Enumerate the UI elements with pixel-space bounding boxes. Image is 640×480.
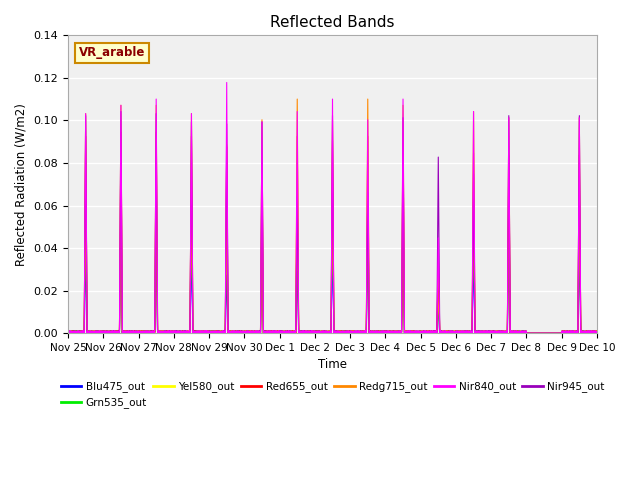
Nir945_out xyxy=(571,329,579,335)
Blu475_out xyxy=(523,330,531,336)
Nir840_out xyxy=(523,330,531,336)
Red655_out xyxy=(466,330,474,336)
Redg715_out xyxy=(64,329,72,335)
Yel580_out xyxy=(466,328,474,334)
Blu475_out xyxy=(571,329,579,335)
Blu475_out xyxy=(564,330,572,336)
Red655_out xyxy=(564,329,572,335)
Line: Redg715_out: Redg715_out xyxy=(68,99,597,333)
Redg715_out xyxy=(571,329,579,335)
Blu475_out xyxy=(314,330,322,336)
Redg715_out xyxy=(314,330,322,336)
Red655_out xyxy=(314,329,322,335)
Nir945_out xyxy=(466,329,474,335)
Grn535_out xyxy=(117,190,125,195)
Grn535_out xyxy=(523,330,531,336)
Grn535_out xyxy=(593,330,601,336)
Line: Yel580_out: Yel580_out xyxy=(68,192,597,333)
Redg715_out xyxy=(593,328,601,334)
Nir945_out xyxy=(117,108,125,114)
Grn535_out xyxy=(64,329,72,335)
Nir840_out xyxy=(451,329,458,335)
Redg715_out xyxy=(466,330,474,336)
Red655_out xyxy=(117,129,125,135)
Grn535_out xyxy=(564,330,572,336)
Nir945_out xyxy=(451,330,458,336)
Yel580_out xyxy=(564,329,572,335)
Line: Blu475_out: Blu475_out xyxy=(68,250,597,333)
Nir840_out xyxy=(571,329,579,335)
Blu475_out xyxy=(593,330,601,336)
Text: VR_arable: VR_arable xyxy=(79,46,145,59)
Title: Reflected Bands: Reflected Bands xyxy=(270,15,395,30)
Redg715_out xyxy=(564,328,572,334)
Nir840_out xyxy=(314,330,322,336)
Redg715_out xyxy=(451,330,458,336)
Yel580_out xyxy=(64,329,72,335)
Blu475_out xyxy=(244,329,252,335)
Blu475_out xyxy=(466,328,474,334)
Grn535_out xyxy=(466,330,474,336)
Blu475_out xyxy=(64,329,72,335)
Blu475_out xyxy=(451,330,458,336)
Nir945_out xyxy=(593,330,601,336)
Nir945_out xyxy=(564,330,572,336)
Yel580_out xyxy=(451,329,458,335)
Redg715_out xyxy=(244,330,252,336)
Nir945_out xyxy=(244,330,252,336)
Yel580_out xyxy=(523,330,531,336)
Grn535_out xyxy=(451,330,458,336)
Blu475_out xyxy=(117,247,125,253)
Red655_out xyxy=(571,329,579,335)
Red655_out xyxy=(523,330,531,336)
Y-axis label: Reflected Radiation (W/m2): Reflected Radiation (W/m2) xyxy=(15,103,28,266)
Yel580_out xyxy=(244,329,252,335)
Nir840_out xyxy=(244,329,252,335)
Redg715_out xyxy=(293,96,301,102)
Red655_out xyxy=(64,330,72,336)
Line: Nir840_out: Nir840_out xyxy=(68,83,597,333)
Nir840_out xyxy=(564,329,572,335)
Nir840_out xyxy=(466,328,474,334)
Yel580_out xyxy=(571,329,579,335)
X-axis label: Time: Time xyxy=(318,359,347,372)
Grn535_out xyxy=(571,329,579,335)
Red655_out xyxy=(593,329,601,335)
Nir840_out xyxy=(593,330,601,336)
Red655_out xyxy=(244,330,252,336)
Yel580_out xyxy=(593,329,601,335)
Line: Red655_out: Red655_out xyxy=(68,132,597,333)
Line: Grn535_out: Grn535_out xyxy=(68,192,597,333)
Nir840_out xyxy=(223,80,230,85)
Grn535_out xyxy=(314,329,322,335)
Nir840_out xyxy=(64,329,72,335)
Legend: Blu475_out, Grn535_out, Yel580_out, Red655_out, Redg715_out, Nir840_out, Nir945_: Blu475_out, Grn535_out, Yel580_out, Red6… xyxy=(56,377,609,412)
Yel580_out xyxy=(117,190,125,195)
Yel580_out xyxy=(314,329,322,335)
Nir945_out xyxy=(314,329,322,335)
Line: Nir945_out: Nir945_out xyxy=(68,111,597,333)
Red655_out xyxy=(451,330,458,336)
Nir945_out xyxy=(523,330,531,336)
Nir945_out xyxy=(64,329,72,335)
Redg715_out xyxy=(523,330,531,336)
Grn535_out xyxy=(244,328,252,334)
